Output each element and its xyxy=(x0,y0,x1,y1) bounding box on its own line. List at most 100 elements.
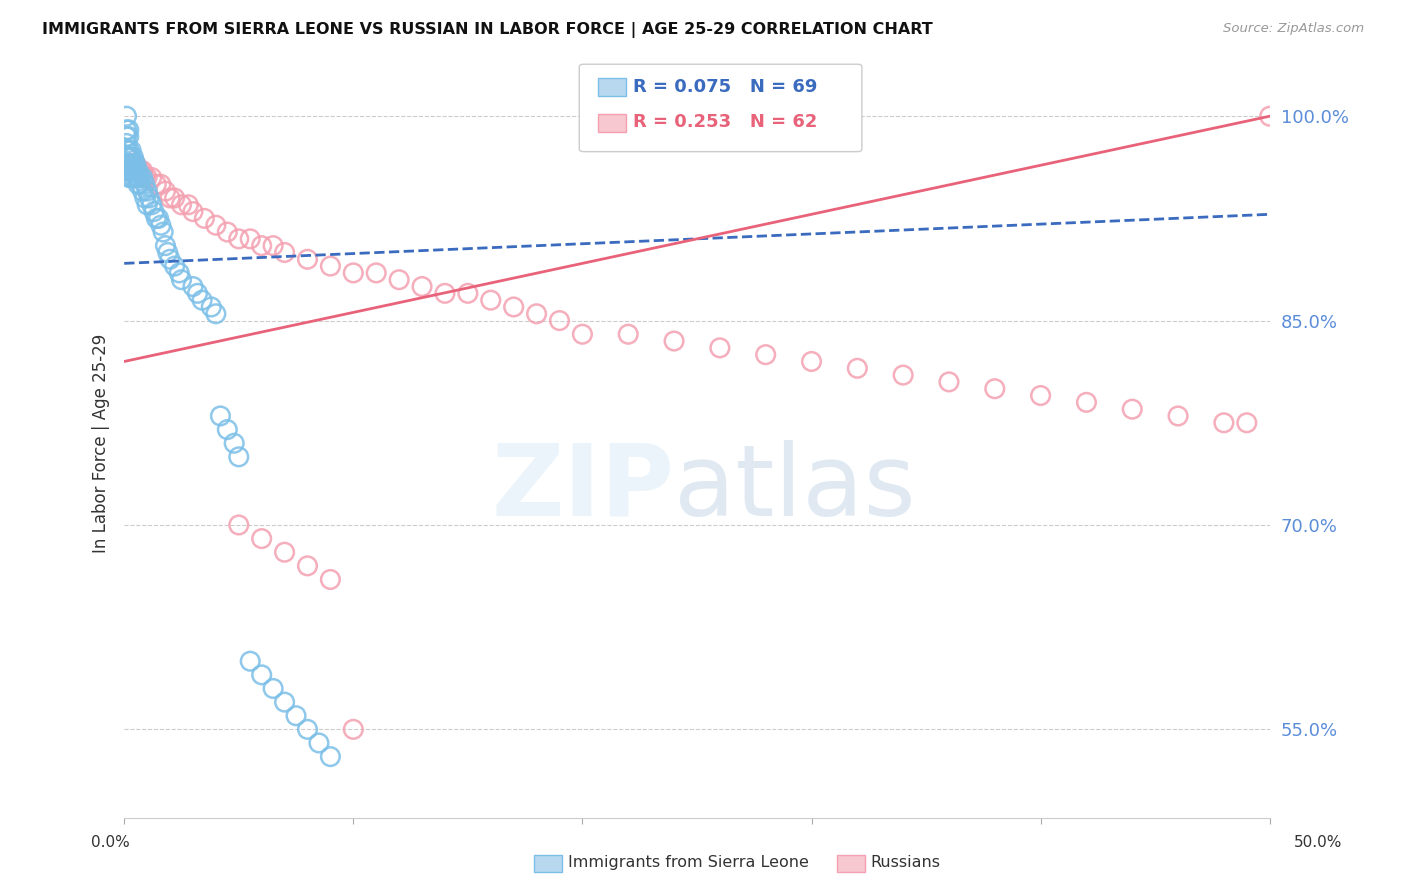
Point xyxy=(145,211,167,226)
Point xyxy=(127,163,149,178)
Point xyxy=(186,286,208,301)
Point xyxy=(571,327,593,342)
Point xyxy=(115,109,138,123)
Point xyxy=(273,545,295,559)
Point xyxy=(342,266,364,280)
Point xyxy=(136,184,159,198)
Point xyxy=(526,307,548,321)
Point xyxy=(115,157,138,171)
Point xyxy=(662,334,685,348)
Point xyxy=(319,259,342,273)
Point xyxy=(181,204,204,219)
Point xyxy=(181,279,204,293)
Point xyxy=(273,695,295,709)
Point xyxy=(388,273,411,287)
Point xyxy=(1121,402,1143,417)
Point xyxy=(984,382,1007,396)
Point xyxy=(141,198,163,212)
Point xyxy=(115,150,138,164)
Point xyxy=(1258,109,1281,123)
Point xyxy=(118,143,141,157)
Point xyxy=(122,150,145,164)
Point xyxy=(120,163,142,178)
Point xyxy=(846,361,869,376)
Point xyxy=(134,170,156,185)
Point xyxy=(131,184,153,198)
Point xyxy=(366,266,388,280)
Point xyxy=(479,293,502,307)
Point xyxy=(319,749,342,764)
Point xyxy=(148,211,170,226)
Point xyxy=(1212,416,1234,430)
Point xyxy=(193,211,215,226)
Point xyxy=(273,245,295,260)
Point xyxy=(250,532,273,546)
Text: 0.0%: 0.0% xyxy=(91,836,131,850)
Point xyxy=(124,170,146,185)
Point xyxy=(262,681,284,696)
Point xyxy=(155,184,177,198)
Point xyxy=(159,191,181,205)
Point xyxy=(502,300,524,314)
Point xyxy=(115,150,138,164)
Point xyxy=(138,191,160,205)
Text: IMMIGRANTS FROM SIERRA LEONE VS RUSSIAN IN LABOR FORCE | AGE 25-29 CORRELATION C: IMMIGRANTS FROM SIERRA LEONE VS RUSSIAN … xyxy=(42,22,934,38)
Text: 50.0%: 50.0% xyxy=(1295,836,1343,850)
Text: ZIP: ZIP xyxy=(491,440,673,537)
Point xyxy=(118,123,141,137)
Point xyxy=(755,348,778,362)
Text: Immigrants from Sierra Leone: Immigrants from Sierra Leone xyxy=(568,855,808,870)
Text: R = 0.075   N = 69: R = 0.075 N = 69 xyxy=(633,78,817,95)
Point xyxy=(297,252,319,267)
Point xyxy=(308,736,330,750)
Point xyxy=(1029,388,1052,402)
Point xyxy=(124,163,146,178)
Point xyxy=(224,436,246,450)
Point xyxy=(120,170,142,185)
Point xyxy=(167,266,190,280)
Point xyxy=(120,157,142,171)
Point xyxy=(250,238,273,252)
Point xyxy=(122,163,145,178)
Point xyxy=(177,198,200,212)
Point xyxy=(200,300,222,314)
Point xyxy=(118,163,141,178)
Point xyxy=(120,150,142,164)
Point xyxy=(297,723,319,737)
Point xyxy=(145,178,167,192)
Point xyxy=(127,170,149,185)
Point xyxy=(205,307,228,321)
Point xyxy=(118,170,141,185)
Point xyxy=(127,178,149,192)
Point xyxy=(342,723,364,737)
Point xyxy=(118,157,141,171)
Point xyxy=(217,225,239,239)
Point xyxy=(1167,409,1189,423)
Point xyxy=(152,225,174,239)
Point xyxy=(115,163,138,178)
Point xyxy=(149,218,172,232)
Point xyxy=(118,129,141,144)
Point xyxy=(262,238,284,252)
Point xyxy=(127,163,149,178)
Point xyxy=(124,157,146,171)
Point xyxy=(156,245,179,260)
Point xyxy=(159,252,181,267)
Point xyxy=(141,170,163,185)
Point xyxy=(938,375,960,389)
Point xyxy=(149,178,172,192)
Point xyxy=(163,259,186,273)
Point xyxy=(228,232,250,246)
Point xyxy=(131,170,153,185)
Point xyxy=(239,654,262,668)
Point xyxy=(143,204,166,219)
Point xyxy=(136,170,159,185)
Point xyxy=(297,558,319,573)
Point xyxy=(163,191,186,205)
Point xyxy=(228,518,250,533)
Point xyxy=(122,157,145,171)
Point xyxy=(134,191,156,205)
Point xyxy=(124,157,146,171)
Point xyxy=(122,170,145,185)
Point xyxy=(115,143,138,157)
